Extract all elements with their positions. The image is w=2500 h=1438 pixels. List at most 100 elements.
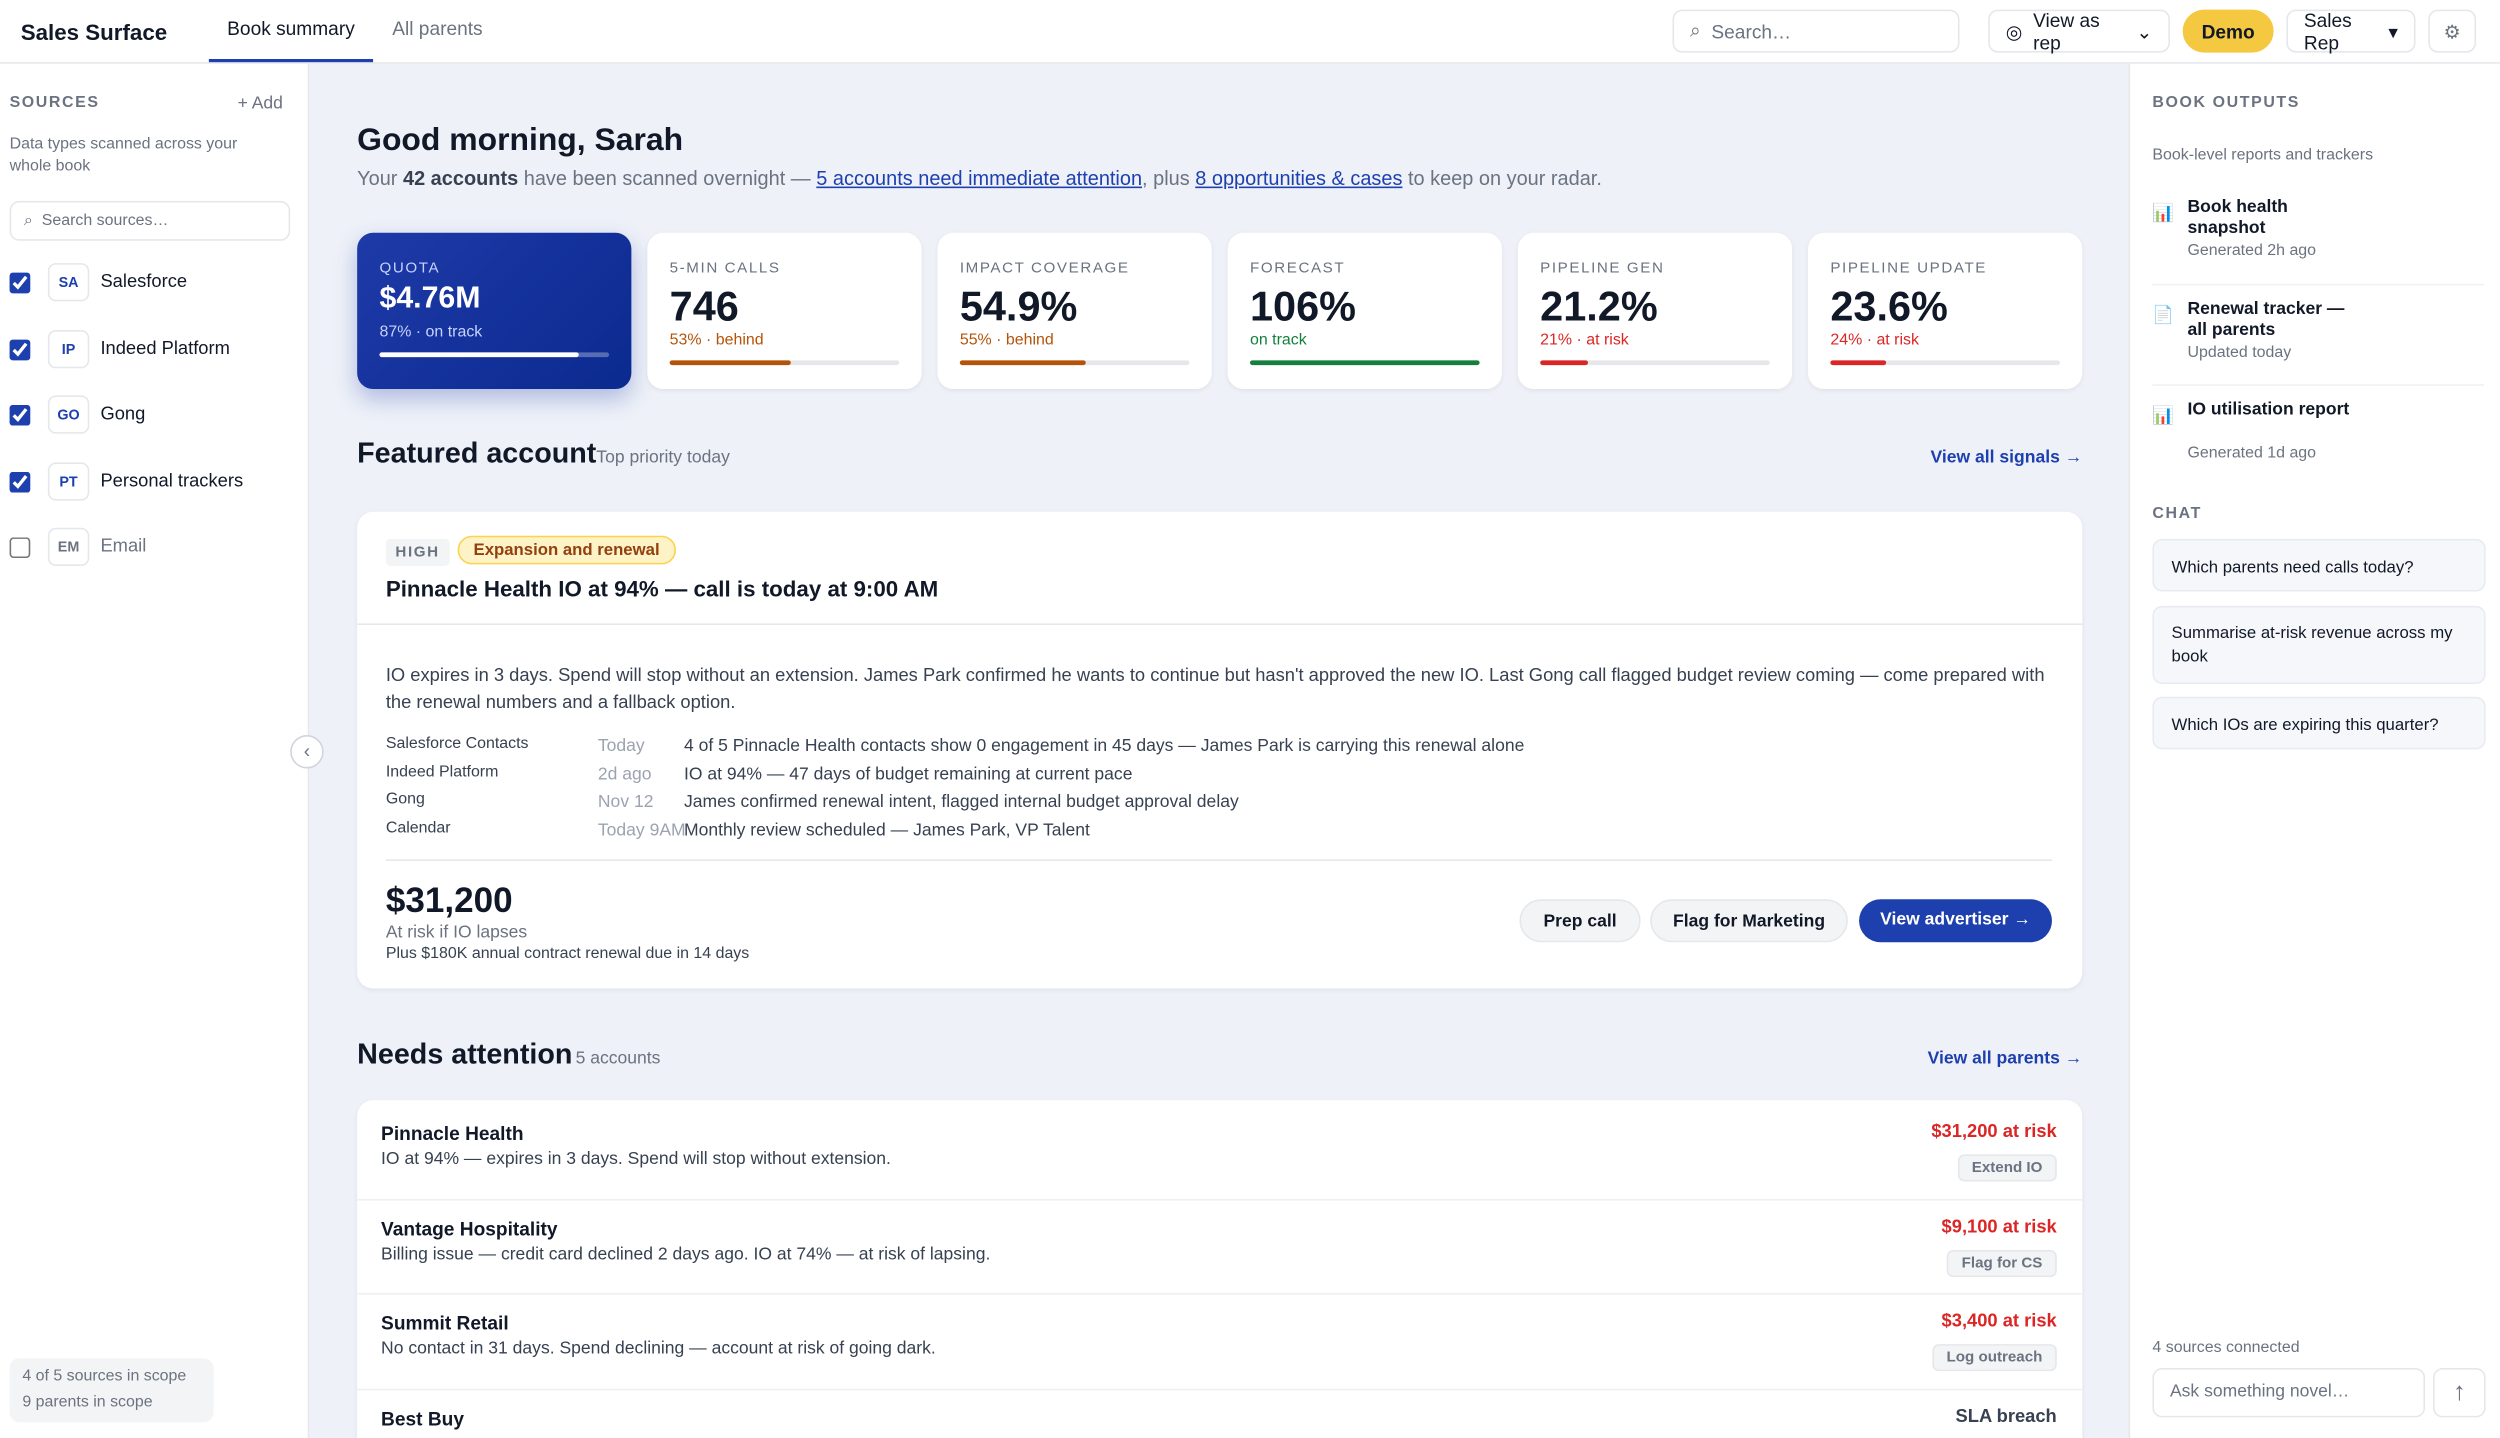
- metric-status: 55% · behind: [959, 331, 1054, 350]
- output-title[interactable]: Renewal tracker — all parents: [2187, 298, 2345, 339]
- source-name: Salesforce: [100, 272, 188, 292]
- progress-track: [1250, 360, 1480, 366]
- source-checkbox[interactable]: [9, 404, 31, 426]
- action-button[interactable]: View advertiser →: [1859, 899, 2052, 943]
- connected: 4 sources connected: [2152, 1339, 2300, 1357]
- text: , plus: [1142, 167, 1190, 190]
- output-meta: Generated 2h ago: [2187, 242, 2317, 260]
- chat-title: CHAT: [2152, 505, 2202, 523]
- section-title: Featured account: [357, 436, 597, 469]
- metric-label: 5-MIN CALLS: [669, 259, 781, 278]
- chat-suggestion[interactable]: Summarise at-risk revenue across my book: [2152, 605, 2486, 684]
- metric-value: 23.6%: [1830, 282, 1948, 331]
- link[interactable]: 8 opportunities & cases: [1195, 167, 1403, 190]
- signal-when: Nov 12: [597, 792, 654, 812]
- view-as[interactable]: ◎ View as rep ⌄: [1988, 9, 2170, 53]
- view-link[interactable]: View all parents →: [1927, 1049, 2083, 1069]
- scope-line: 9 parents in scope: [22, 1393, 153, 1412]
- scope-summary: 4 of 5 sources in scope 9 parents in scop…: [9, 1358, 214, 1423]
- output-icon: 📊: [2152, 204, 2175, 224]
- metric-status: 87% · on track: [379, 323, 483, 342]
- progress-fill: [959, 360, 1087, 366]
- settings[interactable]: ⚙: [2428, 9, 2477, 53]
- account-name: Pinnacle Health: [381, 1122, 524, 1145]
- demo-badge[interactable]: Demo: [2182, 9, 2274, 53]
- output-title[interactable]: Book health snapshot: [2187, 197, 2288, 238]
- account-desc: Billing issue — credit card declined 2 d…: [381, 1244, 991, 1264]
- chat-suggestion[interactable]: Which parents need calls today?: [2152, 538, 2486, 592]
- output-icon: 📊: [2152, 406, 2175, 426]
- scope-line: 4 of 5 sources in scope: [22, 1367, 187, 1386]
- metric-status: 24% · at risk: [1830, 331, 1919, 350]
- signal-source: Gong: [385, 790, 425, 809]
- source-checkbox[interactable]: [9, 272, 31, 294]
- action-button[interactable]: Flag for Marketing: [1650, 899, 1848, 943]
- account-desc: No contact in 31 days. Spend declining —…: [381, 1339, 936, 1359]
- add-source[interactable]: + Add: [237, 94, 283, 114]
- progress-track: [1540, 360, 1770, 366]
- outputs-subtitle: Book-level reports and trackers: [2152, 146, 2374, 165]
- attention-list: Pinnacle Health IO at 94% — expires in 3 …: [357, 1100, 2083, 1438]
- quota-card: QUOTA $4.76M 87% · on track: [357, 232, 632, 390]
- signal-when: Today: [597, 736, 645, 756]
- output-meta: Updated today: [2187, 343, 2292, 362]
- action-button[interactable]: Prep call: [1519, 899, 1641, 943]
- metric-label: PIPELINE UPDATE: [1830, 259, 1988, 278]
- headline: Pinnacle Health IO at 94% — call is toda…: [385, 575, 939, 602]
- tab[interactable]: All parents: [392, 17, 483, 40]
- view-link[interactable]: View all signals →: [1930, 448, 2083, 468]
- search[interactable]: ⌕ Search…: [1672, 9, 1960, 53]
- progress-fill: [1540, 360, 1589, 366]
- sources-description: Data types scanned across your whole boo…: [9, 135, 238, 176]
- divider: [357, 1293, 2083, 1295]
- output-title[interactable]: IO utilisation report: [2187, 400, 2350, 420]
- metric-value: 746: [669, 282, 739, 331]
- source-abbr: EM: [47, 527, 90, 567]
- chat-input[interactable]: Ask something novel…: [2152, 1367, 2426, 1418]
- source-name: Gong: [100, 404, 146, 425]
- account-action[interactable]: Flag for CS: [1947, 1249, 2057, 1277]
- account-name: Vantage Hospitality: [381, 1217, 558, 1240]
- account-name: Summit Retail: [381, 1312, 509, 1335]
- progress-track: [669, 360, 900, 366]
- collapse-toggle[interactable]: ‹: [290, 735, 324, 769]
- signal-text: James confirmed renewal intent, flagged …: [683, 792, 1239, 812]
- section-subtitle: 5 accounts: [575, 1049, 661, 1069]
- source-checkbox[interactable]: [9, 537, 31, 559]
- output-meta: Generated 1d ago: [2187, 444, 2317, 463]
- account-action[interactable]: Log outreach: [1932, 1344, 2057, 1372]
- tag: Expansion and renewal: [457, 535, 676, 565]
- source-checkbox[interactable]: [9, 471, 31, 492]
- featured-card: HIGH Expansion and renewal Pinnacle Heal…: [357, 511, 2083, 989]
- signal-text: 4 of 5 Pinnacle Health contacts show 0 e…: [683, 736, 1525, 756]
- signal-text: Monthly review scheduled — James Park, V…: [683, 820, 1090, 840]
- text: have been scanned overnight —: [523, 167, 811, 190]
- outputs-panel: BOOK OUTPUTS Book-level reports and trac…: [2128, 63, 2500, 1438]
- source-checkbox[interactable]: [9, 338, 31, 360]
- metric-card: 5-MIN CALLS 746 53% · behind: [647, 232, 922, 390]
- source-name: Personal trackers: [100, 471, 244, 491]
- top-bar: Sales Surface Book summary All parents ⌕…: [0, 0, 2500, 64]
- progress-track: [379, 352, 610, 358]
- send[interactable]: ↑: [2433, 1367, 2486, 1418]
- progress-fill: [669, 360, 792, 366]
- signal-when: 2d ago: [597, 764, 652, 784]
- progress-track: [959, 360, 1190, 366]
- signal-source: Calendar: [385, 818, 451, 837]
- role[interactable]: Sales Rep ▾: [2286, 9, 2416, 53]
- divider: [385, 859, 2052, 861]
- account-amount: SLA breach: [1955, 1407, 2057, 1427]
- sources-title: SOURCES: [9, 94, 100, 112]
- sources-panel: SOURCES + Add Data types scanned across …: [0, 63, 310, 1438]
- search-placeholder: Search…: [1711, 19, 1792, 43]
- metric-label: QUOTA: [379, 259, 441, 278]
- source-abbr: PT: [47, 461, 90, 500]
- account-action[interactable]: Extend IO: [1957, 1154, 2057, 1182]
- tab[interactable]: Book summary: [208, 0, 374, 63]
- link[interactable]: 5 accounts need immediate attention: [816, 167, 1143, 190]
- chat-suggestion[interactable]: Which IOs are expiring this quarter?: [2152, 696, 2486, 750]
- source-search[interactable]: ⌕ Search sources…: [9, 200, 291, 241]
- metric-label: IMPACT COVERAGE: [959, 259, 1130, 278]
- note: Plus $180K annual contract renewal due i…: [385, 945, 750, 964]
